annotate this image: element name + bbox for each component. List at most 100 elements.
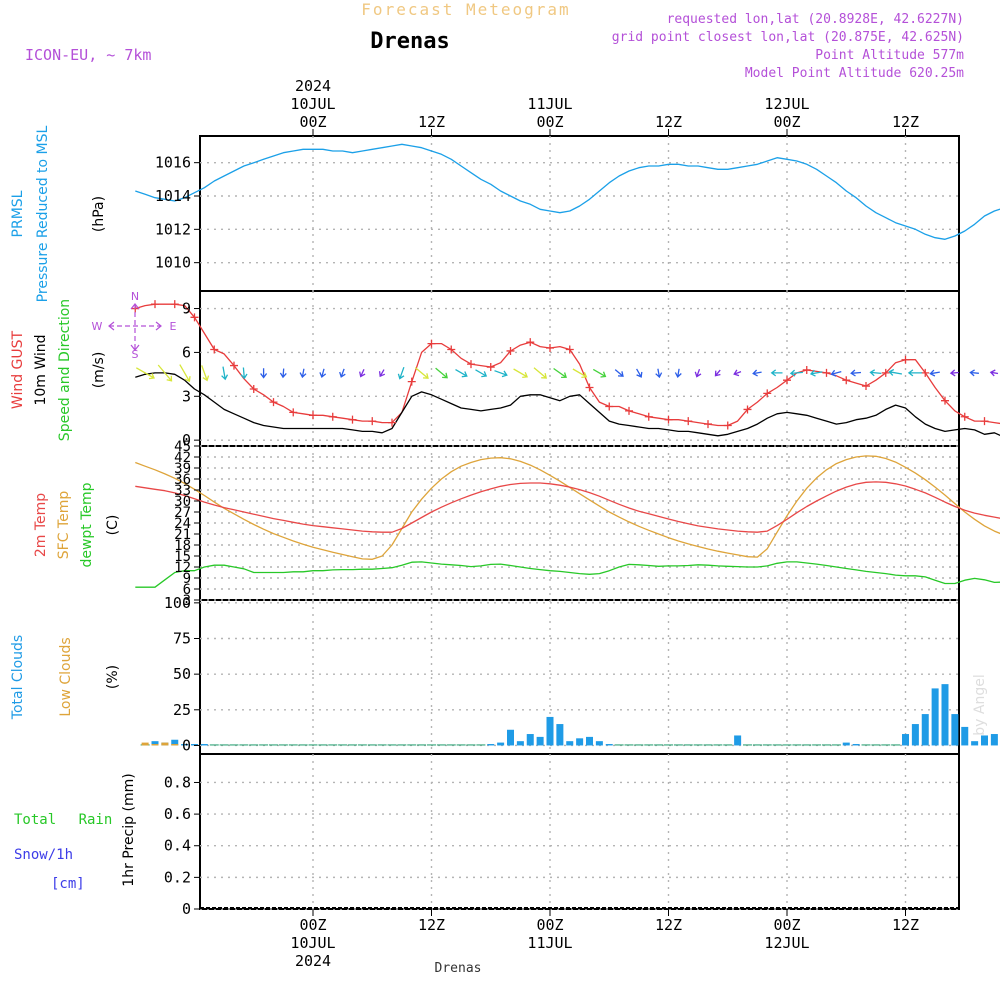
wind-arrow xyxy=(378,369,386,378)
wind-arrow xyxy=(636,368,643,378)
top-time-label: 10JUL xyxy=(290,95,335,113)
wind-arrow xyxy=(674,368,682,378)
ytick-label-wind: 0 xyxy=(182,431,191,449)
gust-marker xyxy=(467,360,475,369)
wind-arrow xyxy=(279,368,287,379)
gust-marker xyxy=(723,421,732,430)
ytick-label-temperature: 39 xyxy=(174,461,191,477)
total-cloud-bar-empty xyxy=(407,744,417,746)
t2m-line xyxy=(135,481,1000,533)
total-cloud-bar xyxy=(990,734,998,746)
total-cloud-bar-empty xyxy=(239,744,249,746)
ytick-label-precipitation: 0 xyxy=(182,900,191,918)
gust-marker xyxy=(289,408,298,417)
total-cloud-bar-empty xyxy=(436,744,446,746)
wind-arrow xyxy=(201,365,210,382)
total-cloud-bar xyxy=(507,729,514,746)
top-time-label: 12Z xyxy=(655,113,682,131)
low-cloud-label: Low Clouds xyxy=(58,637,74,716)
wind-arrow xyxy=(260,368,268,379)
total-cloud-bar xyxy=(971,741,979,746)
total-cloud-bar-empty xyxy=(792,744,802,746)
grid-point-coords: grid point closest lon,lat (20.875E, 42.… xyxy=(612,30,964,45)
wind-arrow xyxy=(969,369,979,377)
gust-marker xyxy=(941,396,949,405)
total-cloud-bar-empty xyxy=(762,744,772,746)
gust-marker xyxy=(901,355,910,364)
t2m-label: 2m Temp xyxy=(33,493,49,557)
snow-label: Snow/1h xyxy=(14,847,73,863)
ytick-label-temperature: 24 xyxy=(174,516,191,532)
gust-marker xyxy=(565,345,574,354)
ytick-label-temperature: 42 xyxy=(174,450,191,466)
gust-marker xyxy=(309,411,317,420)
requested-coords: requested lon,lat (20.8928E, 42.6227N) xyxy=(667,12,964,27)
gust-marker xyxy=(190,313,199,322)
total-cloud-bar xyxy=(526,734,534,746)
gust-marker xyxy=(881,368,890,377)
bottom-time-label: 11JUL xyxy=(527,934,572,952)
wind-arrow xyxy=(513,368,529,379)
bottom-time-label: 12Z xyxy=(892,916,919,934)
total-cloud-bar-empty xyxy=(269,744,278,746)
total-cloud-bar xyxy=(605,744,613,746)
total-cloud-bar-empty xyxy=(328,744,338,746)
gust-marker xyxy=(644,412,653,421)
gust-marker xyxy=(407,377,416,386)
wind-arrow xyxy=(694,368,702,378)
total-cloud-label: Total Clouds xyxy=(10,635,26,720)
gust-marker xyxy=(506,346,515,355)
ytick-label-temperature: 36 xyxy=(174,472,191,488)
wind-direction-label: Speed and Direction xyxy=(57,299,73,441)
bottom-time-label: 12Z xyxy=(655,916,682,934)
ytick-label-temperature: 6 xyxy=(183,582,191,598)
top-time-label: 00Z xyxy=(536,113,563,131)
gust-marker xyxy=(151,300,159,309)
total-cloud-bar-empty xyxy=(357,744,367,746)
gust-marker xyxy=(960,412,969,421)
total-cloud-bar xyxy=(191,744,198,746)
ytick-label-clouds: 0 xyxy=(182,736,191,754)
compass-e: E xyxy=(170,320,177,333)
wind-line xyxy=(135,372,1000,437)
total-cloud-bar xyxy=(981,735,988,746)
wind-arrow xyxy=(572,368,588,379)
total-cloud-bar xyxy=(151,741,159,746)
wind-arrow xyxy=(592,368,607,378)
bottom-time-label: 00Z xyxy=(299,916,326,934)
total-cloud-bar xyxy=(586,736,593,746)
total-cloud-bar-empty xyxy=(723,744,733,746)
low-cloud-bar xyxy=(151,744,159,746)
wind-arrow xyxy=(850,369,862,377)
wind-arrow xyxy=(339,368,346,378)
gust-marker xyxy=(585,383,594,392)
gust-marker xyxy=(763,389,772,398)
total-cloud-bar xyxy=(181,744,189,746)
ytick-label-wind: 3 xyxy=(182,387,191,405)
model-altitude: Model Point Altitude 620.25m xyxy=(745,66,964,81)
gust-marker xyxy=(822,368,831,377)
gust-marker xyxy=(269,398,278,407)
total-cloud-bar-empty xyxy=(614,744,624,746)
ytick-label-clouds: 100 xyxy=(164,594,191,612)
total-cloud-bar-empty xyxy=(654,744,664,746)
wind-arrow xyxy=(888,368,903,376)
pressure-unit: (hPa) xyxy=(91,196,107,232)
wind-arrow xyxy=(733,369,742,377)
total-cloud-bar-empty xyxy=(209,744,219,746)
wind-arrow xyxy=(989,369,999,377)
gust-marker xyxy=(230,361,238,370)
total-cloud-bar xyxy=(200,744,208,746)
dewpt-label: dewpt Temp xyxy=(79,482,95,567)
wind-arrow xyxy=(179,364,191,383)
wind-arrow xyxy=(553,367,567,379)
total-cloud-bar-empty xyxy=(683,744,693,746)
product-title: Forecast Meteogram xyxy=(361,0,570,19)
total-cloud-bar xyxy=(516,741,524,746)
ytick-label-pressure: 1010 xyxy=(155,254,191,272)
total-cloud-bar xyxy=(497,742,505,746)
total-cloud-bar-empty xyxy=(802,744,812,746)
gust-marker xyxy=(447,345,456,354)
gust-marker xyxy=(546,344,554,353)
wind-arrow xyxy=(475,369,488,378)
